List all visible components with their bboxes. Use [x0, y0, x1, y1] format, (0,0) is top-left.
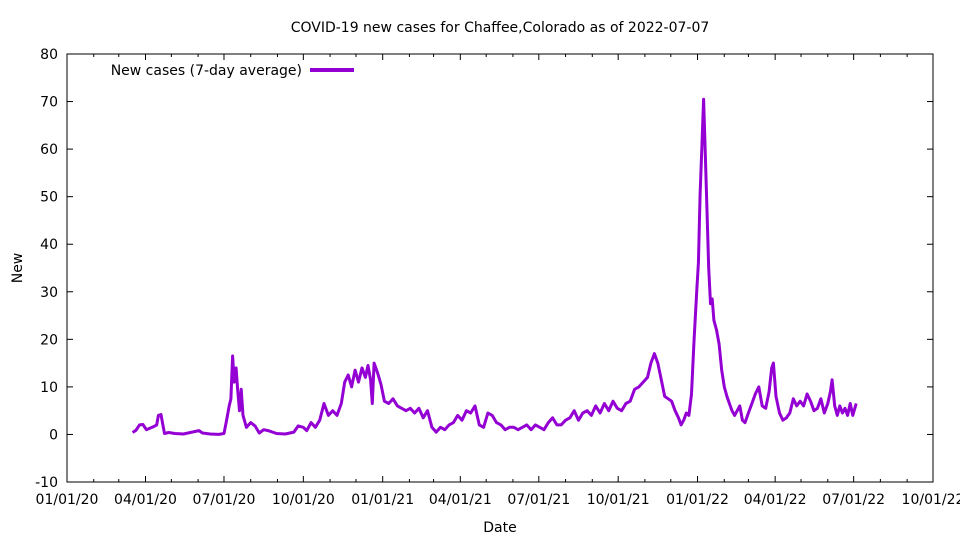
x-tick-label: 01/01/21 [351, 492, 414, 508]
series-line-0 [131, 97, 858, 436]
y-tick-label: 50 [40, 190, 58, 206]
x-tick-label: 04/01/21 [429, 492, 492, 508]
x-tick-label: 01/01/22 [666, 492, 729, 508]
y-axis-label: New [10, 253, 26, 284]
x-tick-label: 07/01/22 [822, 492, 885, 508]
y-tick-label: 30 [40, 285, 58, 301]
x-tick-label: 04/01/20 [114, 492, 177, 508]
legend-label: New cases (7-day average) [111, 63, 302, 79]
x-tick-label: 07/01/21 [507, 492, 570, 508]
x-tick-label: 01/01/20 [36, 492, 99, 508]
x-tick-label: 10/01/22 [902, 492, 960, 508]
y-tick-label: 10 [40, 380, 58, 396]
series-group [131, 97, 858, 436]
x-axis: 01/01/20 04/01/20 07/01/20 10/01/20 01/01/21… [36, 54, 960, 508]
y-tick-label: 20 [40, 332, 58, 348]
x-tick-label: 10/01/20 [272, 492, 335, 508]
plot-frame [66, 53, 934, 483]
y-tick-label: 80 [40, 47, 58, 63]
legend: New cases (7-day average) [111, 63, 354, 79]
x-tick-label: 04/01/22 [744, 492, 807, 508]
chart-title: COVID-19 new cases for Chaffee,Colorado … [291, 20, 710, 36]
y-tick-label: 60 [40, 142, 58, 158]
y-tick-label: -10 [35, 475, 58, 491]
y-tick-label: 70 [40, 95, 58, 111]
y-tick-label: 40 [40, 237, 58, 253]
x-tick-label: 07/01/20 [193, 492, 256, 508]
y-axis: -10 0 10 20 30 40 50 60 70 80 [35, 47, 933, 491]
y-tick-label: 0 [49, 427, 58, 443]
x-tick-label: 10/01/21 [587, 492, 650, 508]
x-axis-label: Date [483, 520, 516, 536]
